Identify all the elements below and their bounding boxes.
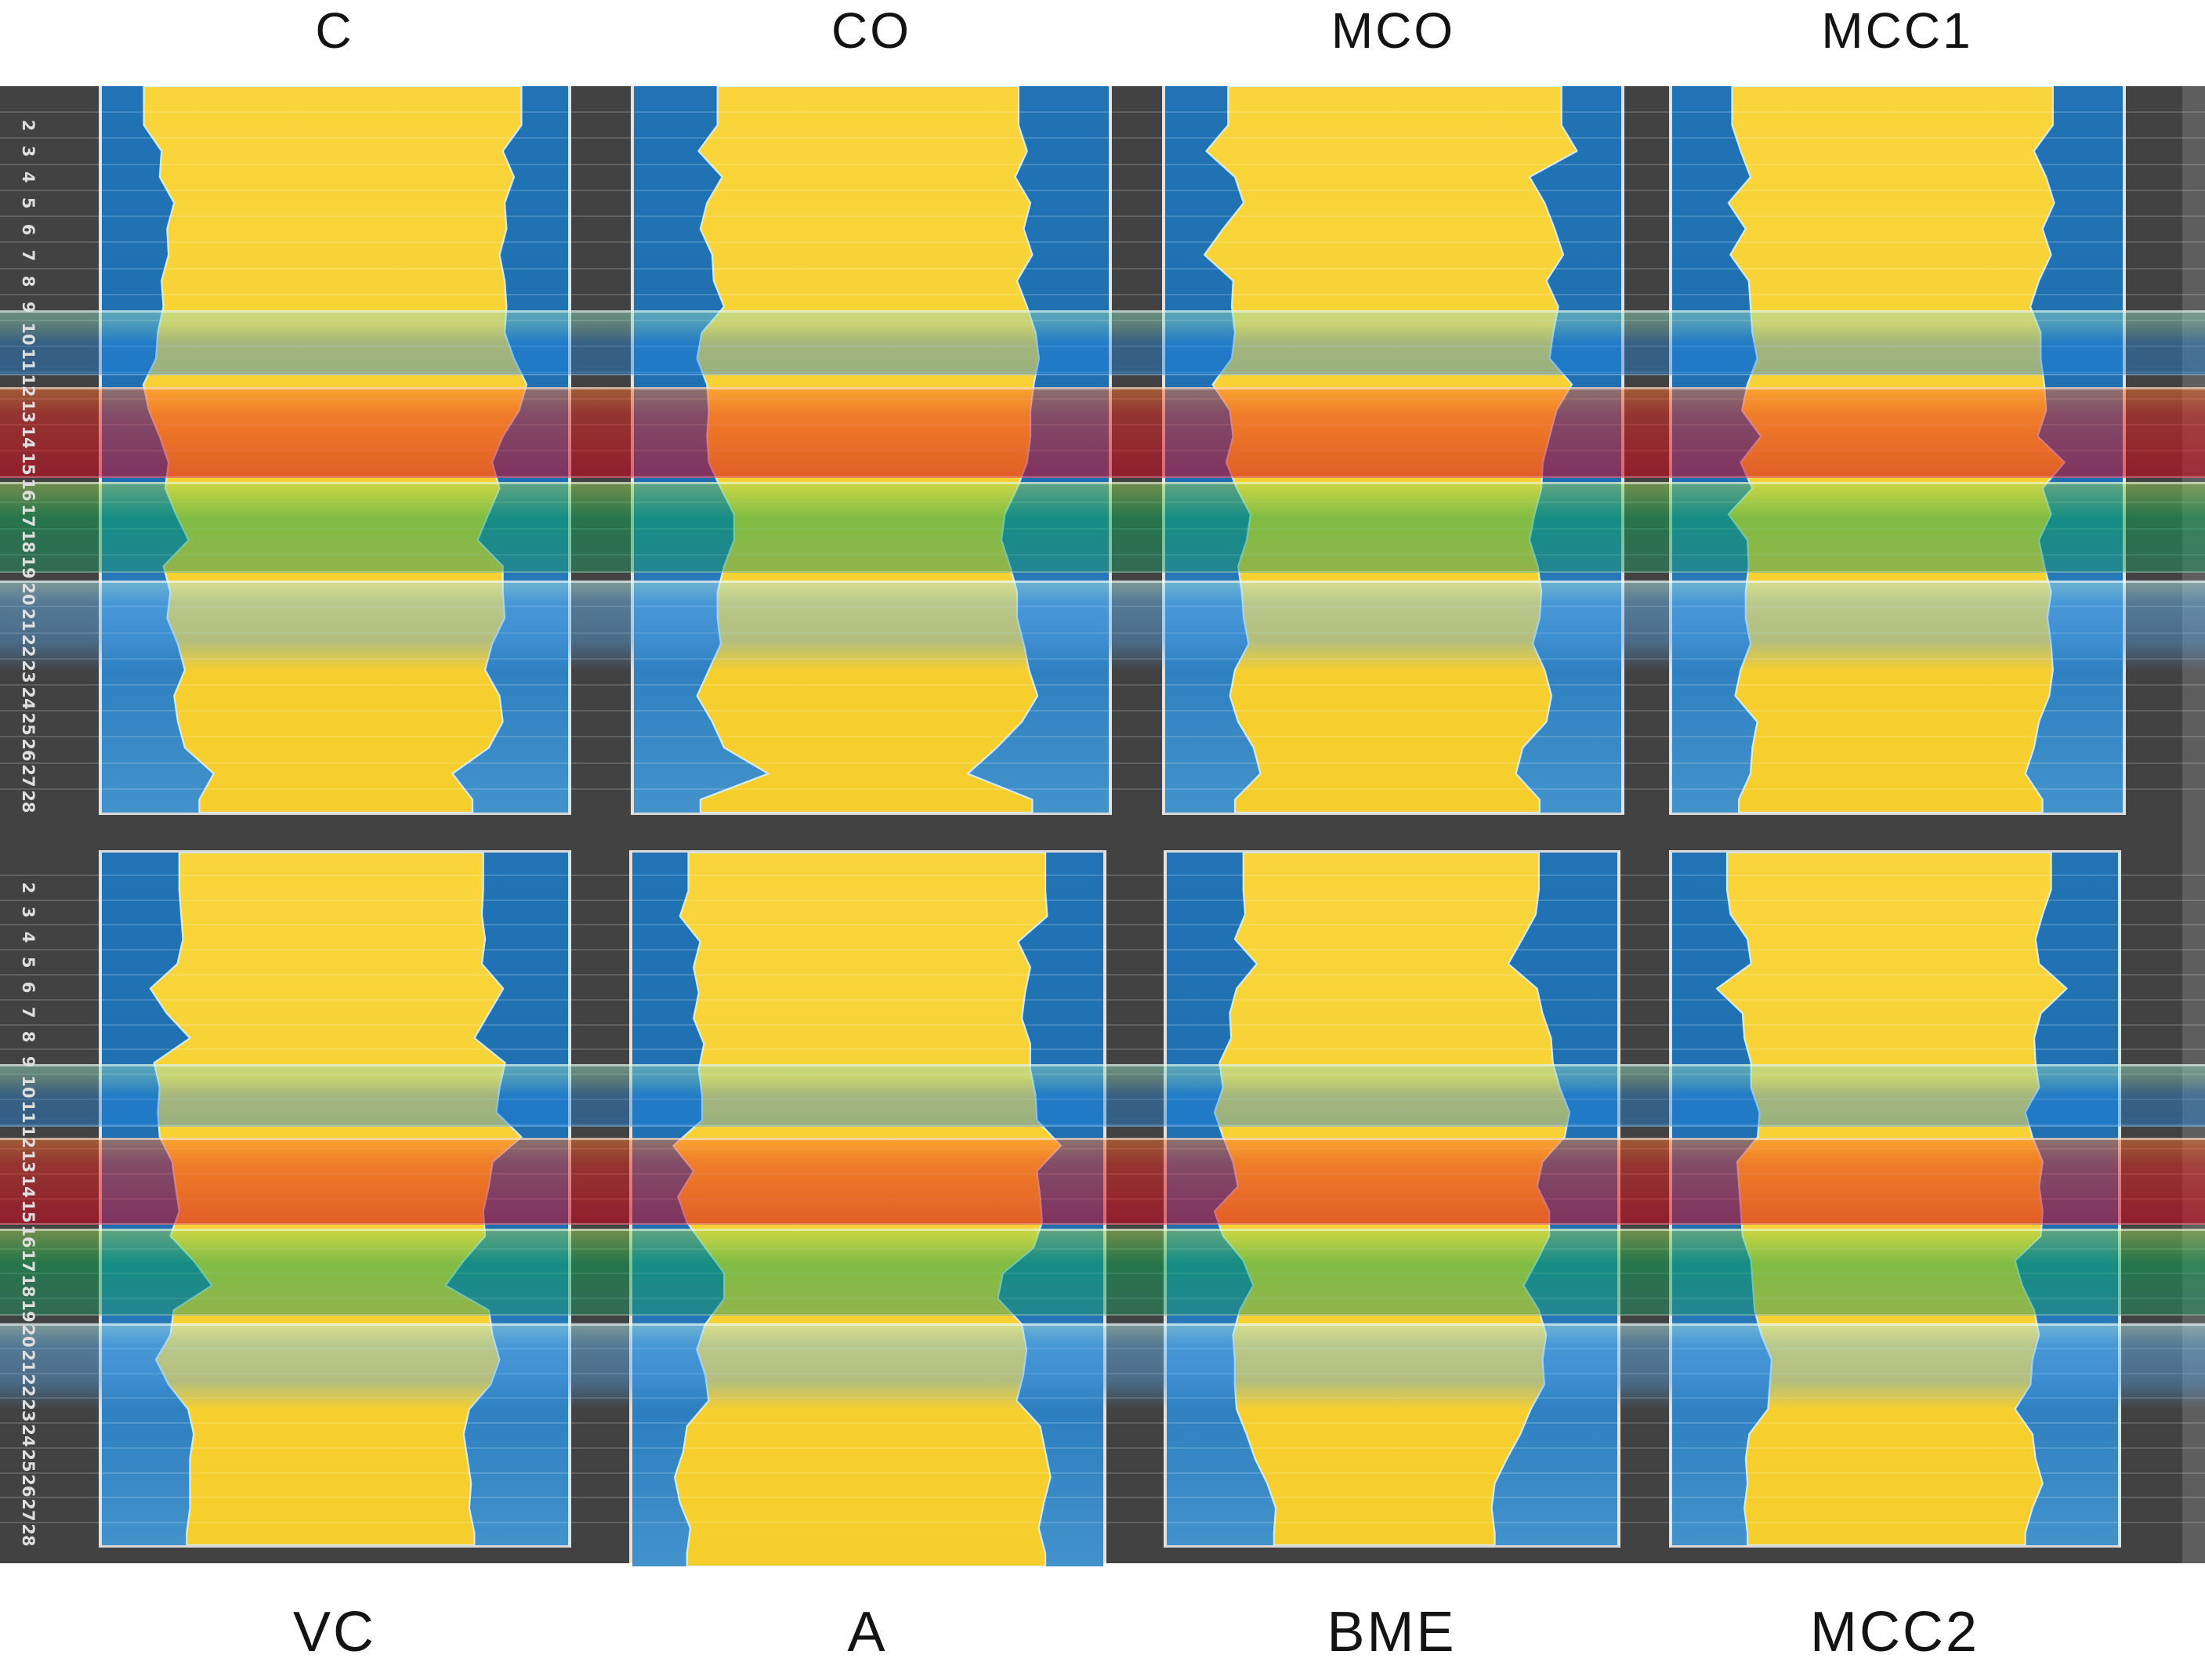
row-gridline bbox=[0, 1497, 2205, 1499]
band-top-edge bbox=[0, 1229, 2205, 1232]
row-gridline bbox=[0, 1023, 2205, 1026]
highlight-band-green-bottom bbox=[0, 1229, 2205, 1316]
panel-title-a: A bbox=[847, 1601, 888, 1664]
panel-title-c: C bbox=[315, 2, 354, 59]
row-gridline bbox=[0, 710, 2205, 712]
highlight-band-red-bottom bbox=[0, 1138, 2205, 1226]
band-bottom-edge bbox=[0, 571, 2205, 574]
row-gridline bbox=[0, 293, 2205, 295]
row-gridline bbox=[0, 1422, 2205, 1425]
highlight-band-cyan-lower-top bbox=[0, 581, 2205, 669]
row-gridline bbox=[0, 788, 2205, 790]
panel-title-co: CO bbox=[831, 2, 911, 59]
row-gridline bbox=[0, 215, 2205, 218]
row-gridline bbox=[0, 267, 2205, 270]
band-bottom-edge bbox=[0, 1223, 2205, 1226]
band-top-edge bbox=[0, 310, 2205, 313]
row-gridline bbox=[0, 736, 2205, 738]
highlight-band-cyan-lower-bottom bbox=[0, 1323, 2205, 1408]
band-bottom-edge bbox=[0, 476, 2205, 478]
row-gridline bbox=[0, 683, 2205, 686]
row-gridline bbox=[0, 241, 2205, 244]
panel-title-mcc1: MCC1 bbox=[1821, 2, 1973, 59]
row-gridline bbox=[0, 973, 2205, 976]
panel-title-mcc2: MCC2 bbox=[1809, 1601, 1979, 1664]
row-gridline bbox=[0, 163, 2205, 165]
row-gridline bbox=[0, 949, 2205, 951]
band-top-edge bbox=[0, 481, 2205, 484]
row-gridline bbox=[0, 1472, 2205, 1474]
row-gridline bbox=[0, 1522, 2205, 1524]
row-gridline bbox=[0, 874, 2205, 876]
highlight-band-cyan-upper-bottom bbox=[0, 1064, 2205, 1127]
band-top-edge bbox=[0, 386, 2205, 389]
row-gridline bbox=[0, 899, 2205, 901]
band-bottom-edge bbox=[0, 1314, 2205, 1316]
highlight-band-green-top bbox=[0, 481, 2205, 574]
band-top-edge bbox=[0, 1064, 2205, 1067]
row-gridline bbox=[0, 111, 2205, 114]
band-top-edge bbox=[0, 1323, 2205, 1326]
row-gridline bbox=[0, 998, 2205, 1001]
row-gridline bbox=[0, 1446, 2205, 1449]
row-label: 28 bbox=[19, 790, 38, 813]
band-top-edge bbox=[0, 1138, 2205, 1141]
row-label: 28 bbox=[19, 1523, 38, 1547]
row-gridline bbox=[0, 137, 2205, 139]
row-gridline bbox=[0, 1048, 2205, 1051]
highlight-band-cyan-upper-top bbox=[0, 310, 2205, 375]
highlight-band-red-top bbox=[0, 386, 2205, 478]
band-top-edge bbox=[0, 581, 2205, 584]
row-gridline bbox=[0, 189, 2205, 191]
band-bottom-edge bbox=[0, 1124, 2205, 1127]
panel-title-vc: VC bbox=[292, 1601, 377, 1664]
panel-title-mco: MCO bbox=[1331, 2, 1456, 59]
panel-title-bme: BME bbox=[1327, 1601, 1457, 1664]
row-gridline bbox=[0, 762, 2205, 764]
row-gridline bbox=[0, 924, 2205, 926]
band-bottom-edge bbox=[0, 373, 2205, 375]
